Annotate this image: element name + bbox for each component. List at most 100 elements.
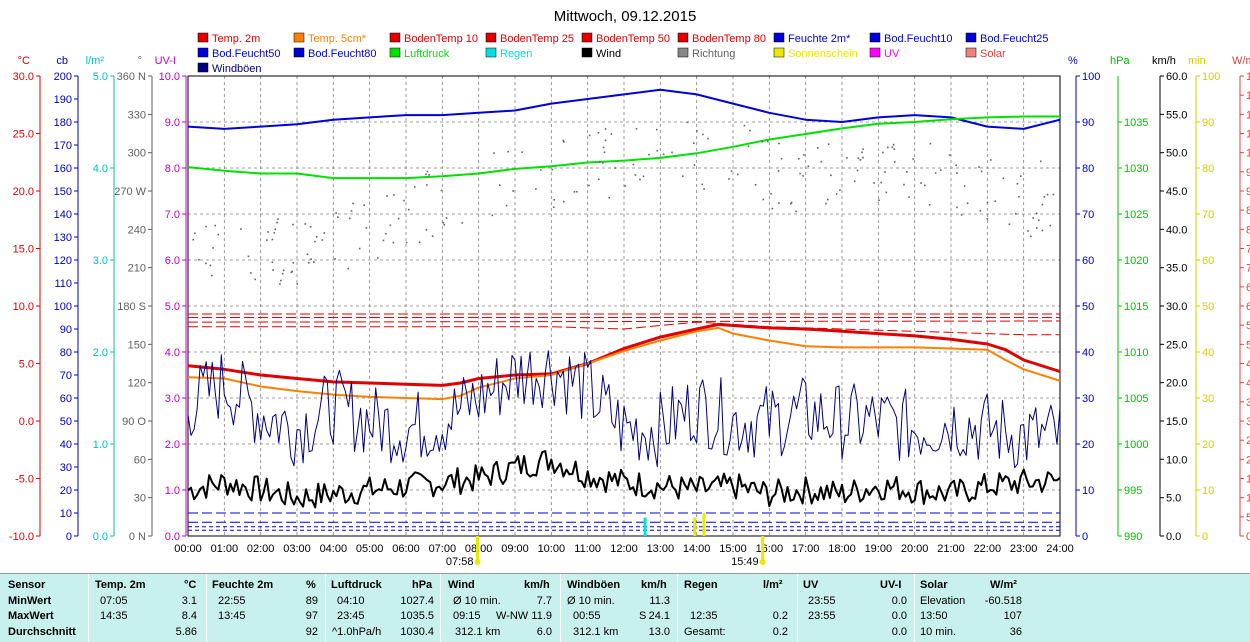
direction-point	[747, 145, 750, 148]
direction-point	[891, 146, 894, 148]
axis-tick-label: 750	[1246, 244, 1250, 256]
direction-point	[281, 272, 284, 275]
direction-point	[825, 202, 827, 205]
stats-header-temp-unit: °C	[184, 579, 197, 591]
stats-wind-value: 7.7	[536, 595, 552, 607]
axis-tick-label: 450	[1246, 359, 1250, 371]
direction-point	[443, 223, 446, 226]
direction-point	[1046, 193, 1049, 196]
axis-tick-label: 15.0	[13, 244, 34, 256]
direction-point	[802, 175, 804, 177]
direction-point	[1019, 175, 1022, 177]
axis-tick-label: -10.0	[9, 531, 34, 543]
direction-point	[873, 182, 875, 184]
x-tick-label: 20:00	[901, 543, 929, 555]
direction-point	[803, 154, 805, 156]
stats-uv-value: 0.0	[891, 610, 907, 622]
direction-point	[1018, 195, 1020, 198]
axis-tick-label: 20	[60, 485, 72, 497]
axis-tick-label: 1.0	[93, 439, 108, 451]
axis-tick-label: 55.0	[1166, 109, 1187, 121]
axis-tick-label: 6.0	[165, 255, 180, 267]
direction-point	[830, 174, 832, 177]
direction-point	[655, 128, 658, 131]
stats-wind-info: 312.1 km	[455, 626, 501, 638]
legend-swatch	[965, 32, 977, 43]
axis-tick-label: 1050	[1246, 129, 1250, 141]
direction-point	[859, 159, 862, 161]
direction-point	[608, 196, 611, 199]
direction-point	[893, 161, 896, 163]
axis-tick-label: 4.0	[93, 163, 108, 175]
direction-point	[358, 247, 361, 250]
axis-tick-label: 270 W	[114, 186, 146, 198]
direction-point	[291, 270, 294, 273]
stats-header-gust-unit: km/h	[641, 579, 667, 591]
direction-point	[635, 128, 638, 130]
axis-tick-label: 80	[60, 347, 72, 359]
axis-tick-label: 650	[1246, 282, 1250, 294]
axis-tick-label: 100	[1246, 493, 1250, 505]
direction-point	[405, 241, 408, 244]
bar-sonnenschein	[702, 513, 706, 536]
axis-unit-label: cb	[56, 55, 68, 67]
direction-point	[562, 139, 565, 142]
stats-solar-info: 13:50	[920, 610, 948, 622]
axis-tick-label: 70	[1082, 209, 1094, 221]
axis-unit-label: W/m²	[1232, 55, 1250, 67]
legend-swatch	[581, 32, 593, 43]
stats-uv-time: 23:55	[808, 595, 836, 607]
axis-tick-label: 10.0	[1166, 454, 1187, 466]
direction-point	[614, 167, 616, 169]
direction-point	[363, 204, 365, 207]
direction-point	[956, 172, 958, 174]
axis-tick-label: 40	[1082, 347, 1094, 359]
direction-point	[588, 184, 590, 187]
direction-point	[282, 269, 285, 272]
axis-tick-label: 700	[1246, 263, 1250, 275]
direction-point	[347, 267, 349, 270]
axis-tick-label: 1020	[1124, 255, 1148, 267]
direction-point	[442, 221, 445, 224]
stats-header-press: Luftdruck	[331, 579, 382, 591]
direction-point	[425, 173, 427, 176]
direction-point	[403, 199, 405, 202]
sun-marker-label: 07:58	[446, 556, 474, 568]
direction-point	[247, 255, 250, 258]
direction-point	[994, 200, 996, 202]
direction-point	[701, 183, 704, 186]
weather-chart: Mittwoch, 09.12.2015 Temp. 2m Temp. 5cm* Bo…	[9, 8, 1250, 568]
axis-tick-label: 350	[1246, 397, 1250, 409]
axis-tick-label: 50	[60, 416, 72, 428]
direction-point	[862, 148, 864, 151]
legend-label: Bod.Feucht25	[980, 33, 1049, 45]
bar-regen	[643, 517, 647, 536]
direction-point	[856, 169, 859, 172]
axis-tick-label: 850	[1246, 205, 1250, 217]
direction-point	[588, 134, 591, 137]
direction-point	[882, 151, 884, 154]
direction-point	[906, 171, 908, 173]
axis-tick-label: 60.0	[1166, 71, 1187, 83]
stats-row-max: MaxWert 14:35 8.4 13:45 97 23:45 1035.5 …	[0, 609, 1250, 624]
axis-tick-label: 100	[1082, 71, 1100, 83]
direction-point	[790, 202, 792, 205]
x-tick-label: 02:00	[247, 543, 275, 555]
x-tick-label: 10:00	[538, 543, 566, 555]
axis-tick-label: 150	[128, 339, 146, 351]
direction-point	[771, 207, 774, 210]
direction-point	[425, 229, 428, 231]
stats-header-row: Sensor Temp. 2m °C Feuchte 2m % Luftdruc…	[0, 578, 1250, 593]
axis-tick-label: 20	[1082, 439, 1094, 451]
legend-swatch	[965, 47, 977, 58]
direction-point	[1015, 212, 1017, 215]
direction-point	[266, 239, 268, 241]
direction-point	[310, 258, 312, 260]
x-tick-label: 07:00	[429, 543, 457, 555]
axis-tick-label: 20	[1202, 439, 1214, 451]
direction-point	[978, 166, 980, 168]
axis-tick-label: 800	[1246, 224, 1250, 236]
direction-point	[212, 247, 214, 249]
axis-tick-label: 10.0	[159, 71, 180, 83]
direction-point	[827, 143, 830, 146]
